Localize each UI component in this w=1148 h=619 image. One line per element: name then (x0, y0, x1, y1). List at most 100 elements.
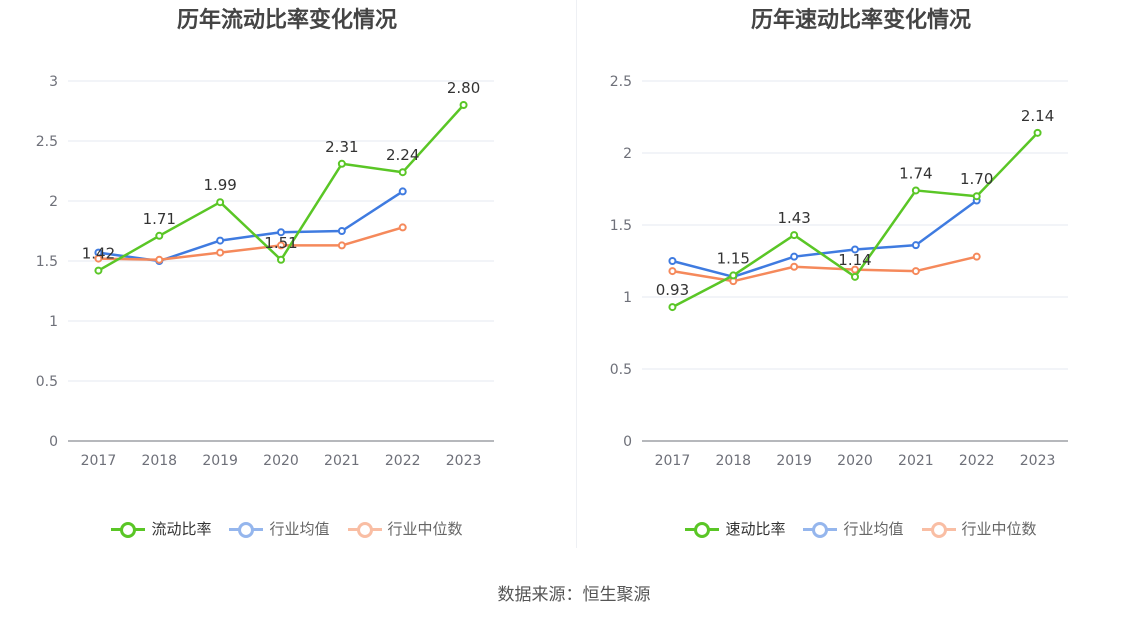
data-point[interactable] (790, 252, 799, 261)
data-point[interactable] (398, 187, 407, 196)
data-point[interactable] (277, 241, 285, 250)
x-tick-label: 2022 (959, 453, 995, 469)
data-point[interactable] (155, 255, 164, 264)
data-label: 1.51 (264, 234, 297, 252)
chart-legend: 速动比率 行业均值 行业中位数 (574, 518, 1148, 540)
y-tick-label: 0 (49, 434, 58, 450)
y-tick-label: 1 (623, 290, 632, 306)
x-tick-label: 2019 (776, 453, 812, 469)
legend-line-circle-icon (111, 521, 146, 538)
legend-label: 速动比率 (725, 520, 786, 538)
y-tick-label: 3 (49, 74, 58, 90)
data-label: 1.42 (82, 245, 115, 263)
y-tick-label: 2.5 (36, 134, 58, 150)
data-point[interactable] (851, 245, 859, 254)
data-point[interactable] (729, 271, 738, 280)
x-tick-label: 2020 (263, 453, 299, 469)
data-point[interactable] (337, 227, 346, 235)
data-point[interactable] (398, 223, 407, 232)
current-ratio-chart: 0 0.5 1 1.5 2 2.5 3 2017 2018 2019 2020 2021 2022 202… (36, 74, 494, 469)
y-tick-label: 0.5 (610, 362, 632, 378)
legend-label: 流动比率 (151, 520, 212, 538)
x-tick-label: 2021 (324, 453, 360, 469)
legend-line-circle-icon (803, 521, 838, 538)
x-tick-label: 2018 (715, 453, 751, 469)
data-source-note: 数据来源：恒生聚源 (497, 585, 651, 605)
x-tick-label: 2021 (898, 453, 934, 469)
data-point[interactable] (668, 303, 677, 312)
data-point[interactable] (459, 101, 468, 109)
data-label: 1.14 (838, 251, 871, 269)
data-point[interactable] (851, 265, 859, 274)
y-tick-label: 1 (49, 314, 58, 330)
x-tick-label: 2019 (202, 453, 238, 469)
y-tick-label: 2.5 (610, 74, 632, 90)
chart-title: 历年流动比率变化情况 (176, 8, 397, 33)
data-point[interactable] (216, 236, 225, 245)
data-point[interactable] (337, 159, 346, 168)
data-label: 2.80 (447, 79, 480, 97)
x-tick-label: 2017 (655, 453, 691, 469)
legend-item[interactable]: 行业均值 (229, 518, 330, 539)
x-tick-label: 2022 (385, 453, 421, 469)
data-label: 2.31 (325, 138, 358, 156)
quick-ratio-chart: 0 0.5 1 1.5 2 2.5 2017 2018 2019 2020 2021 2022 2023… (610, 74, 1068, 469)
legend-item[interactable]: 速动比率 (685, 518, 785, 539)
legend-label: 行业中位数 (961, 520, 1037, 538)
legend-line-circle-icon (685, 521, 720, 538)
data-point[interactable] (790, 231, 799, 240)
data-label: 1.43 (777, 209, 810, 227)
data-point[interactable] (972, 252, 981, 261)
data-point[interactable] (911, 241, 920, 250)
x-tick-label: 2018 (141, 453, 177, 469)
y-tick-label: 0 (623, 434, 632, 450)
data-point[interactable] (155, 231, 164, 240)
data-point[interactable] (668, 257, 677, 265)
data-point[interactable] (398, 168, 407, 177)
legend-item[interactable]: 行业均值 (803, 518, 904, 539)
legend-line-circle-icon (921, 521, 956, 538)
data-label: 1.70 (960, 170, 993, 188)
x-tick-label: 2023 (446, 453, 482, 469)
data-label: 1.71 (143, 210, 176, 228)
data-point[interactable] (216, 198, 225, 207)
current-ratio-panel: 历年流动比率变化情况 0 0.5 1 1.5 2 2.5 3 2017 2018 2019 2020… (0, 0, 574, 560)
legend-item[interactable]: 流动比率 (111, 518, 211, 539)
series-line (98, 226, 404, 262)
y-tick-label: 0.5 (36, 374, 58, 390)
data-point[interactable] (911, 186, 920, 195)
chart-legend: 流动比率 行业均值 行业中位数 (0, 518, 574, 540)
legend-label: 行业中位数 (387, 520, 463, 538)
data-point[interactable] (851, 272, 859, 281)
data-label: 1.15 (717, 249, 750, 267)
data-label: 0.93 (656, 281, 689, 299)
data-label: 2.24 (386, 146, 419, 164)
x-tick-label: 2023 (1020, 453, 1056, 469)
data-point[interactable] (337, 241, 346, 250)
data-point[interactable] (911, 267, 920, 276)
data-point[interactable] (972, 192, 981, 201)
data-point[interactable] (277, 255, 285, 264)
y-tick-label: 1.5 (610, 218, 632, 234)
panel-divider (576, 0, 577, 548)
chart-title: 历年速动比率变化情况 (750, 8, 971, 33)
x-tick-label: 2017 (81, 453, 117, 469)
legend-item[interactable]: 行业中位数 (347, 518, 463, 539)
data-point[interactable] (94, 254, 103, 263)
data-label: 1.74 (899, 164, 932, 182)
x-tick-label: 2020 (837, 453, 873, 469)
legend-label: 行业均值 (269, 520, 330, 538)
data-point[interactable] (94, 266, 103, 275)
data-point[interactable] (790, 262, 799, 271)
data-point[interactable] (216, 248, 225, 257)
legend-item[interactable]: 行业中位数 (921, 518, 1037, 539)
data-point[interactable] (277, 228, 285, 237)
data-point[interactable] (668, 267, 677, 276)
legend-label: 行业均值 (843, 520, 904, 538)
legend-line-circle-icon (229, 521, 264, 538)
data-point[interactable] (1033, 128, 1042, 137)
series-line (672, 199, 978, 279)
data-label: 1.99 (203, 176, 236, 194)
y-tick-label: 1.5 (36, 254, 58, 270)
y-tick-label: 2 (49, 194, 58, 210)
